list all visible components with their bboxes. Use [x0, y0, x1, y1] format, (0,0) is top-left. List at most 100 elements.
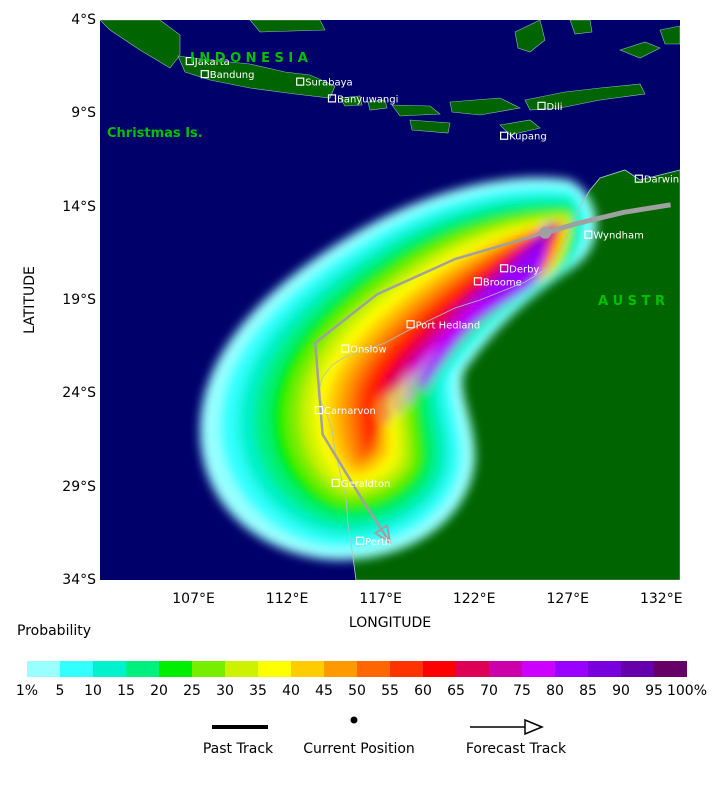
colorbar-swatch — [192, 661, 225, 677]
forecast-track-line — [313, 231, 546, 544]
city-marker: Wyndham — [584, 230, 644, 242]
city-label: Onslow — [350, 345, 387, 356]
longitude-tick-label: 112°E — [265, 591, 309, 607]
colorbar-swatch — [27, 661, 60, 677]
city-label: Dili — [547, 102, 563, 113]
colorbar-tick-label: 5 — [55, 683, 65, 699]
colorbar-tick-label: 95 — [645, 683, 663, 699]
city-marker: Port Hedland — [406, 320, 481, 331]
longitude-tick-label: 107°E — [172, 591, 215, 607]
colorbar-tick-label: 10 — [84, 683, 102, 699]
colorbar-tick-label: 45 — [315, 683, 333, 699]
city-marker: Derby — [500, 264, 539, 275]
colorbar-swatch — [654, 661, 687, 677]
city-marker: Carnarvon — [314, 406, 376, 417]
colorbar-tick-label: 85 — [579, 683, 597, 699]
colorbar-swatch — [621, 661, 654, 677]
city-label: Banyuwangi — [337, 94, 398, 105]
colorbar-swatch — [291, 661, 324, 677]
latitude-axis-title: LATITUDE — [22, 266, 38, 334]
city-label: Kupang — [509, 132, 547, 143]
colorbar-tick-label: 50 — [348, 683, 366, 699]
city-marker: Darwin — [634, 174, 679, 186]
city-marker: Dili — [537, 101, 563, 113]
colorbar-swatch — [126, 661, 159, 677]
city-label: Jakarta — [194, 57, 230, 68]
colorbar-tick-label: 20 — [150, 683, 168, 699]
colorbar-tick-label: 90 — [612, 683, 630, 699]
longitude-tick-label: 122°E — [452, 591, 496, 607]
longitude-tick-label: 127°E — [546, 591, 590, 607]
current-position-symbol — [350, 716, 358, 724]
forecast-arrowhead — [373, 523, 392, 545]
city-label: Broome — [483, 277, 522, 288]
colorbar-tick-label: 80 — [546, 683, 564, 699]
colorbar-swatch — [159, 661, 192, 677]
probability-colorbar — [27, 661, 687, 677]
past-track-label: Past Track — [202, 741, 274, 757]
city-label: Derby — [509, 264, 539, 275]
colorbar-swatch — [423, 661, 456, 677]
colorbar-tick-label: 55 — [381, 683, 399, 699]
colorbar-swatch — [93, 661, 126, 677]
colorbar-swatch — [456, 661, 489, 677]
city-label: Darwin — [644, 175, 679, 186]
city-label: Bandung — [210, 70, 255, 81]
coastline — [317, 169, 680, 580]
colorbar-swatch — [555, 661, 588, 677]
colorbar-tick-label: 70 — [480, 683, 498, 699]
forecast-track-label: Forecast Track — [465, 741, 567, 757]
city-label: Port Hedland — [416, 320, 481, 331]
city-marker: Banyuwangi — [327, 94, 398, 105]
current-position-label: Current Position — [303, 741, 415, 757]
forecast-arrow-icon — [524, 718, 544, 736]
colorbar-tick-label: 25 — [183, 683, 201, 699]
colorbar-tick-label: 35 — [249, 683, 267, 699]
colorbar-tick-label: 30 — [216, 683, 234, 699]
colorbar-swatch — [588, 661, 621, 677]
colorbar-swatch — [390, 661, 423, 677]
map-panel: Jakarta Bandung Surabaya Banyuwangi Dili Kupa… — [100, 20, 680, 580]
city-label: Surabaya — [305, 78, 352, 89]
colorbar-tick-label: 15 — [117, 683, 135, 699]
city-label: Perth — [365, 537, 391, 548]
city-marker: Jakarta — [185, 56, 230, 68]
city-marker: Broome — [473, 277, 522, 288]
latitude-tick-label: 9°S — [71, 105, 96, 122]
latitude-tick-label: 14°S — [62, 198, 96, 215]
city-marker: Onslow — [340, 344, 387, 356]
city-marker: Surabaya — [296, 77, 353, 89]
colorbar-swatch — [324, 661, 357, 677]
colorbar-swatch — [489, 661, 522, 677]
longitude-tick-label: 117°E — [359, 591, 402, 607]
colorbar-swatch — [60, 661, 93, 677]
longitude-tick-label: 132°E — [639, 591, 683, 607]
indonesia-landmass — [100, 20, 680, 136]
city-label: Wyndham — [593, 231, 644, 242]
christmas-island-label: Christmas Is. — [107, 126, 203, 141]
colorbar-tick-label: 100% — [666, 683, 708, 699]
legend-title: Probability — [17, 623, 92, 639]
colorbar-tick-label: 75 — [513, 683, 531, 699]
current-position-marker — [539, 226, 552, 239]
city-marker: Geraldton — [331, 478, 391, 490]
city-label: Geraldton — [341, 479, 391, 490]
city-marker: Bandung — [200, 70, 255, 81]
city-marker: Perth — [355, 536, 391, 548]
past-track-line — [544, 202, 671, 236]
colorbar-swatch — [522, 661, 555, 677]
track-layer — [313, 202, 671, 545]
city-marker: Kupang — [500, 131, 547, 143]
probability-swath — [200, 177, 597, 560]
colorbar-swatch — [225, 661, 258, 677]
latitude-tick-label: 19°S — [62, 292, 96, 308]
colorbar-swatch — [258, 661, 291, 677]
latitude-tick-label: 4°S — [71, 12, 96, 28]
colorbar-tick-label: 1% — [15, 683, 39, 699]
latitude-tick-label: 29°S — [62, 478, 96, 495]
indonesia-label: I N D O N E S I A — [190, 51, 308, 66]
city-layer: Jakarta Bandung Surabaya Banyuwangi Dili Kupa… — [185, 56, 679, 548]
longitude-axis-title: LONGITUDE — [348, 615, 432, 631]
latitude-tick-label: 24°S — [62, 385, 96, 402]
australia-label: A U S T R — [598, 294, 665, 309]
